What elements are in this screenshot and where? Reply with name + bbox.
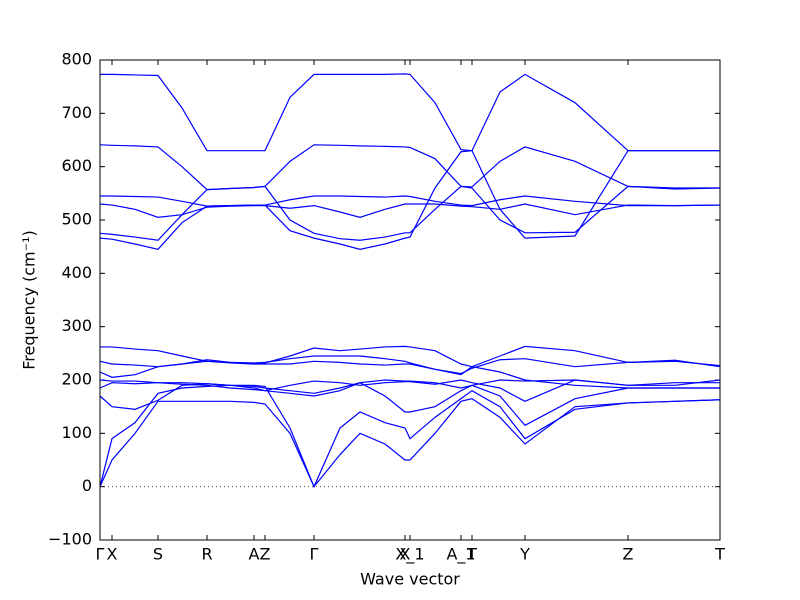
x-tick-label: Z (260, 545, 271, 564)
x-tick-label: Z (623, 545, 634, 564)
x-tick-label: Y (519, 545, 530, 564)
x-tick-label: T (466, 545, 477, 564)
band-line (99, 185, 720, 241)
y-tick-label: 0 (82, 476, 92, 495)
y-tick-label: 300 (61, 316, 92, 335)
plot-frame (99, 59, 721, 541)
x-tick-label: X (107, 545, 118, 564)
x-tick-label: X (400, 545, 411, 564)
x-axis-label: Wave vector (360, 570, 460, 589)
y-axis-label: Frequency (cm⁻¹) (20, 230, 39, 369)
x-tick-label: X_1 (395, 545, 424, 565)
x-tick-label: Γ (310, 545, 319, 564)
x-tick-label: A_1 (446, 545, 475, 565)
band-line (100, 346, 721, 375)
y-tick-label: 100 (61, 423, 92, 442)
y-tick-label: 200 (61, 370, 92, 389)
x-tick-label: A (249, 545, 260, 564)
band-line (100, 73, 720, 152)
y-tick-label: 500 (61, 210, 92, 229)
band-line (99, 345, 721, 368)
band-line (99, 398, 721, 488)
y-tick-label: −100 (48, 530, 92, 549)
band-line (99, 379, 720, 402)
y-tick-label: 400 (61, 263, 92, 282)
band-line (99, 379, 721, 394)
x-tick-label: T (714, 545, 725, 564)
y-tick-label: 800 (61, 50, 92, 69)
x-tick-label: Γ (96, 545, 105, 564)
band-line (99, 150, 720, 250)
x-tick-label: S (153, 545, 163, 564)
y-tick-label: 700 (61, 103, 92, 122)
y-tick-label: 600 (61, 156, 92, 175)
band-line (99, 144, 721, 191)
x-tick-label: R (201, 545, 212, 564)
band-line (99, 384, 721, 489)
band-line (100, 195, 721, 207)
